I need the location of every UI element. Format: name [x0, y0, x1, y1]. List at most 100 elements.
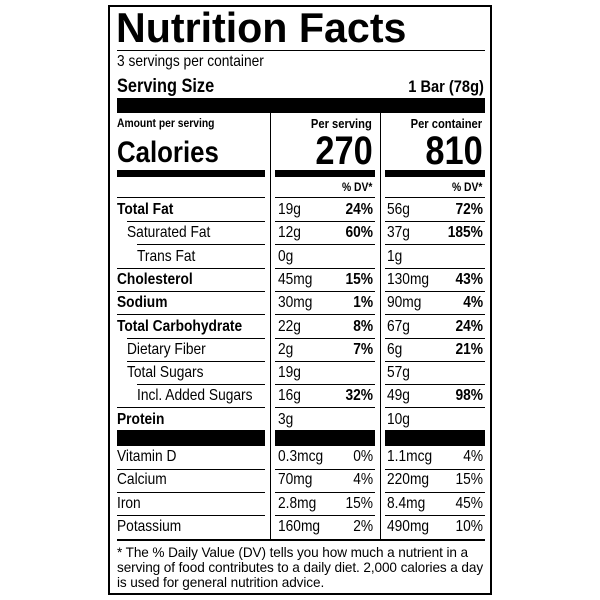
section-bar: [385, 170, 485, 177]
serving-amount: 70mg: [278, 471, 313, 489]
nutrient-name: Iron: [117, 494, 141, 512]
dv-label: % DV*: [451, 180, 482, 194]
amount-label: Amount per serving: [117, 116, 215, 130]
serving-amount: 19g: [278, 201, 301, 218]
row-rule: [385, 314, 485, 316]
serving-amount: 160mg: [278, 517, 321, 535]
container-dv: 10%: [455, 517, 483, 535]
row-rule: [117, 314, 265, 316]
serving-dv: 1%: [353, 294, 373, 312]
row-rule: [275, 407, 375, 409]
nutrition-label: [108, 5, 492, 595]
container-amount: 1.1mcg: [387, 448, 433, 465]
container-amount: 6g: [387, 340, 403, 358]
row-rule: [137, 384, 265, 386]
row-rule: [275, 337, 375, 339]
row-rule: [127, 360, 265, 362]
section-bar: [385, 491, 485, 493]
section-bar: [275, 468, 375, 470]
section-bar: [275, 197, 375, 198]
nutrient-name: Calcium: [117, 471, 167, 489]
row-rule: [117, 407, 265, 409]
row-rule: [385, 337, 485, 339]
container-amount: 57g: [387, 364, 410, 382]
nutrient-name: Total Carbohydrate: [117, 317, 243, 335]
serving-amount: 2.8mg: [278, 494, 317, 512]
per-container-label: Per container: [410, 115, 482, 131]
row-rule: [275, 290, 375, 292]
nutrient-name: Total Fat: [117, 201, 174, 218]
serving-amount: 16g: [278, 387, 301, 405]
row-rule: [275, 360, 375, 362]
row-rule: [117, 290, 265, 292]
title-rule: [117, 50, 485, 51]
container-dv: 15%: [455, 471, 483, 489]
per-container-calories: 810: [425, 129, 483, 173]
container-amount: 1g: [387, 247, 403, 265]
column-divider: [380, 113, 381, 540]
section-bar: [385, 430, 485, 446]
serving-dv: 24%: [345, 201, 373, 218]
section-bar: [385, 515, 485, 517]
nutrient-name: Protein: [117, 410, 165, 428]
serving-amount: 19g: [278, 364, 301, 382]
servings: 3 servings per container: [117, 53, 264, 70]
container-amount: 90mg: [387, 294, 422, 312]
row-rule: [275, 267, 375, 269]
section-bar: [275, 170, 375, 177]
serving-dv: 4%: [353, 471, 373, 489]
container-amount: 49g: [387, 387, 410, 405]
nutrient-name: Cholesterol: [117, 270, 193, 288]
row-rule: [385, 384, 485, 386]
row-rule: [385, 267, 485, 269]
nutrient-name: Saturated Fat: [127, 224, 211, 242]
section-bar: [275, 491, 375, 493]
section-bar: [117, 491, 265, 493]
container-amount: 56g: [387, 201, 410, 218]
nutrient-name: Total Sugars: [127, 364, 204, 382]
serving-size-label: Serving Size: [117, 75, 215, 97]
serving-dv: 60%: [345, 224, 373, 242]
section-bar: [117, 430, 265, 446]
serving-dv: 8%: [353, 317, 373, 335]
nutrient-name: Sodium: [117, 294, 168, 312]
container-amount: 490mg: [387, 517, 430, 535]
container-dv: 45%: [455, 494, 483, 512]
container-amount: 130mg: [387, 270, 430, 288]
serving-dv: 2%: [353, 517, 373, 535]
container-dv: 185%: [447, 224, 483, 242]
section-bar: [117, 170, 265, 177]
container-dv: 4%: [463, 294, 483, 312]
title: Nutrition Facts: [116, 4, 407, 51]
section-bar: [385, 197, 485, 198]
row-rule: [275, 384, 375, 386]
section-bar: [275, 515, 375, 517]
row-rule: [385, 290, 485, 292]
nutrient-name: Trans Fat: [137, 247, 196, 265]
container-dv: 72%: [455, 201, 483, 218]
row-rule: [117, 267, 265, 269]
serving-dv: 32%: [345, 387, 373, 405]
serving-dv: 7%: [353, 340, 373, 358]
bottom-rule: [117, 539, 485, 541]
row-rule: [275, 221, 375, 222]
container-dv: 24%: [455, 317, 483, 335]
thick-bar: [117, 98, 485, 113]
section-bar: [275, 430, 375, 446]
serving-amount: 0g: [278, 247, 294, 265]
container-amount: 67g: [387, 317, 410, 335]
section-bar: [385, 468, 485, 470]
serving-size-value: 1 Bar (78g): [408, 76, 484, 96]
column-divider: [270, 113, 271, 540]
serving-dv: 15%: [345, 494, 373, 512]
container-amount: 220mg: [387, 471, 430, 489]
row-rule: [127, 337, 265, 339]
section-bar: [117, 197, 265, 198]
container-amount: 37g: [387, 224, 410, 242]
nutrient-name: Potassium: [117, 517, 182, 535]
container-dv: 4%: [463, 448, 483, 465]
serving-dv: 15%: [345, 270, 373, 288]
per-serving-calories: 270: [315, 129, 373, 173]
row-rule: [275, 244, 375, 246]
per-serving-label: Per serving: [311, 115, 372, 131]
